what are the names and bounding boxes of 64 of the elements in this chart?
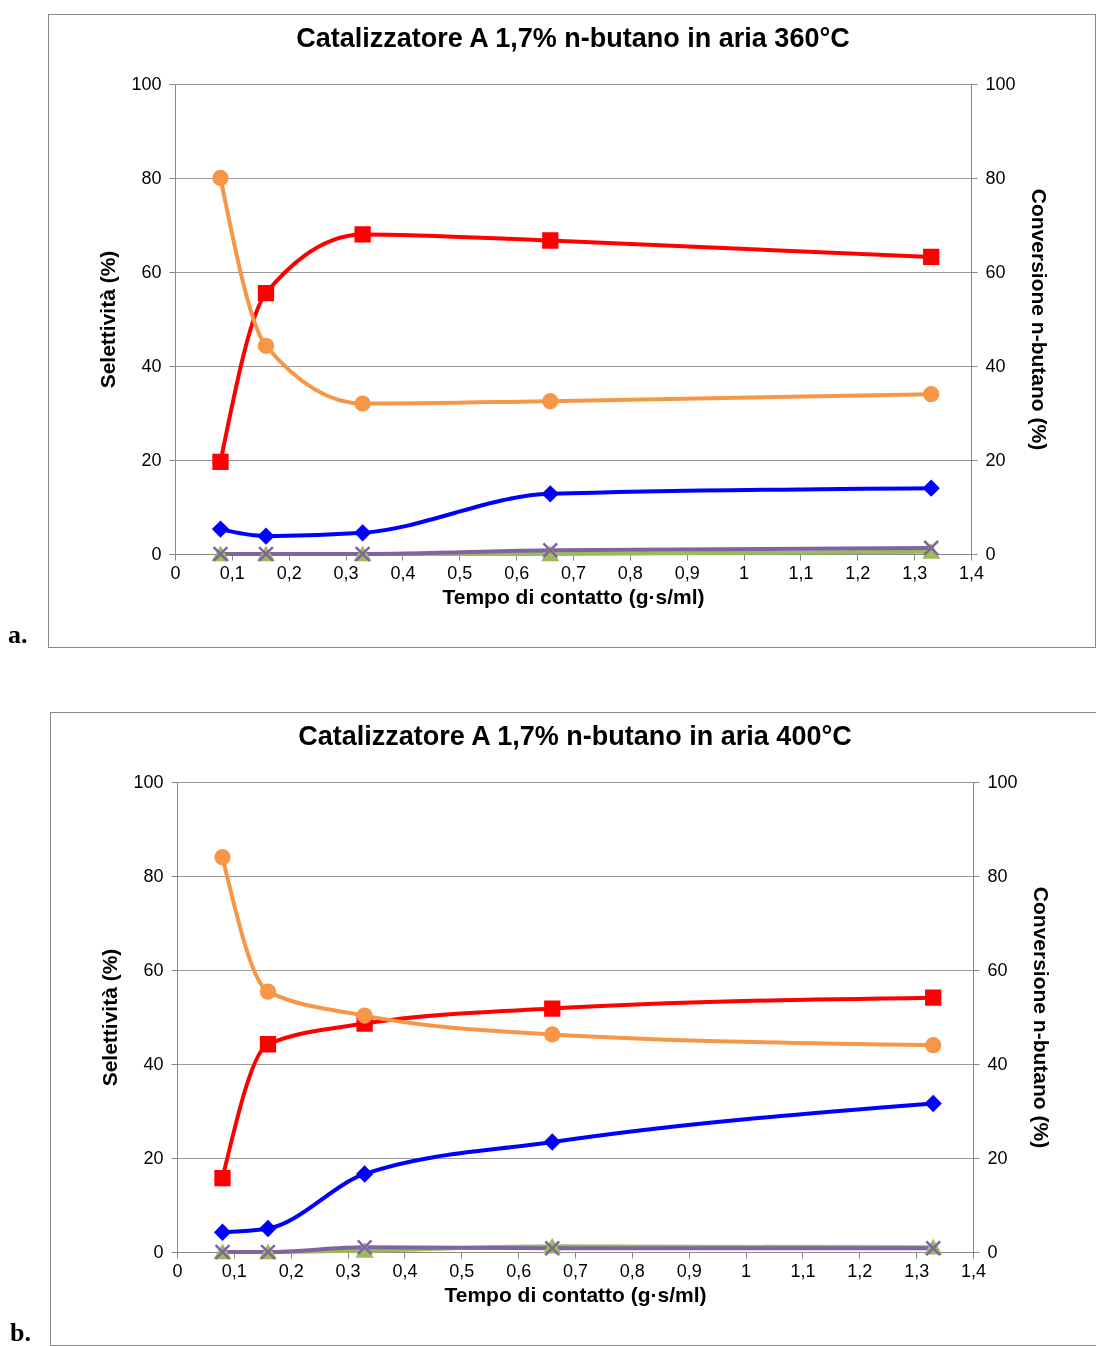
y2-tick-label: 40	[985, 355, 1006, 376]
x-tick-label: 1,2	[847, 1260, 873, 1281]
y2-tick-label: 20	[987, 1147, 1008, 1168]
text: a.	[8, 620, 28, 650]
y-tick-label: 20	[141, 449, 162, 470]
x-tick-label: 1	[741, 1260, 752, 1281]
x-tick-label: 0	[172, 1260, 183, 1281]
y2-axis-title: Conversione n-butano (%)	[1027, 188, 1051, 451]
y-tick-label: 100	[131, 73, 162, 94]
x-tick-label: 0,7	[560, 562, 587, 583]
x-tick-label: 0,2	[276, 562, 302, 583]
x-tick-label: 0,1	[221, 1260, 247, 1281]
x-tick-label: 0,7	[562, 1260, 589, 1281]
x-tick-label: 1,4	[960, 1260, 987, 1281]
x-tick-label: 0,9	[676, 1260, 702, 1281]
y2-tick-label: 100	[985, 73, 1016, 94]
x-axis-title: Tempo di contatto (g·s/ml)	[442, 584, 705, 608]
x-tick-label: 1,2	[845, 562, 871, 583]
x-axis-title: Tempo di contatto (g·s/ml)	[444, 1282, 707, 1306]
x-tick-label: 0,5	[449, 1260, 475, 1281]
x-tick-label: 1,1	[790, 1260, 816, 1281]
y-tick-label: 0	[151, 543, 162, 564]
x-tick-label: 0,9	[674, 562, 700, 583]
x-tick-label: 0,2	[278, 1260, 304, 1281]
y-tick-label: 60	[143, 959, 164, 980]
y2-tick-label: 20	[985, 449, 1006, 470]
y2-tick-label: 80	[987, 865, 1008, 886]
x-tick-label: 0,3	[335, 1260, 361, 1281]
y-tick-label: 100	[133, 771, 164, 792]
x-tick-label: 1,3	[902, 562, 928, 583]
x-tick-label: 0,4	[392, 1260, 418, 1281]
y2-tick-label: 60	[985, 261, 1006, 282]
y-axis-title: Selettività (%)	[98, 948, 122, 1087]
x-tick-label: 0,8	[619, 1260, 645, 1281]
x-tick-label: 1,1	[788, 562, 814, 583]
x-tick-label: 1,3	[904, 1260, 930, 1281]
x-tick-label: 0,5	[447, 562, 473, 583]
y-tick-label: 40	[141, 355, 162, 376]
x-tick-label: 0,3	[333, 562, 359, 583]
y2-tick-label: 80	[985, 167, 1006, 188]
y-axis-title: Selettività (%)	[96, 250, 120, 389]
chart-title: Catalizzatore A 1,7% n-butano in aria 360°C	[296, 23, 850, 53]
x-tick-label: 0,4	[390, 562, 416, 583]
y-tick-label: 20	[143, 1147, 164, 1168]
y2-tick-label: 40	[987, 1053, 1008, 1074]
y2-tick-label: 0	[987, 1241, 998, 1262]
x-tick-label: 1,4	[958, 562, 985, 583]
x-tick-label: 0,6	[504, 562, 530, 583]
x-tick-label: 0,6	[506, 1260, 532, 1281]
chart-title: Catalizzatore A 1,7% n-butano in aria 400°C	[298, 721, 852, 751]
text: b.	[10, 1318, 31, 1346]
y2-tick-label: 60	[987, 959, 1008, 980]
y-tick-label: 80	[141, 167, 162, 188]
x-tick-label: 0,1	[219, 562, 245, 583]
x-tick-label: 1	[739, 562, 750, 583]
x-tick-label: 0	[170, 562, 181, 583]
y2-axis-title: Conversione n-butano (%)	[1029, 886, 1053, 1149]
y-tick-label: 0	[153, 1241, 164, 1262]
y-tick-label: 80	[143, 865, 164, 886]
y2-tick-label: 0	[985, 543, 996, 564]
y-tick-label: 60	[141, 261, 162, 282]
y-tick-label: 40	[143, 1053, 164, 1074]
y2-tick-label: 100	[987, 771, 1018, 792]
x-tick-label: 0,8	[617, 562, 643, 583]
